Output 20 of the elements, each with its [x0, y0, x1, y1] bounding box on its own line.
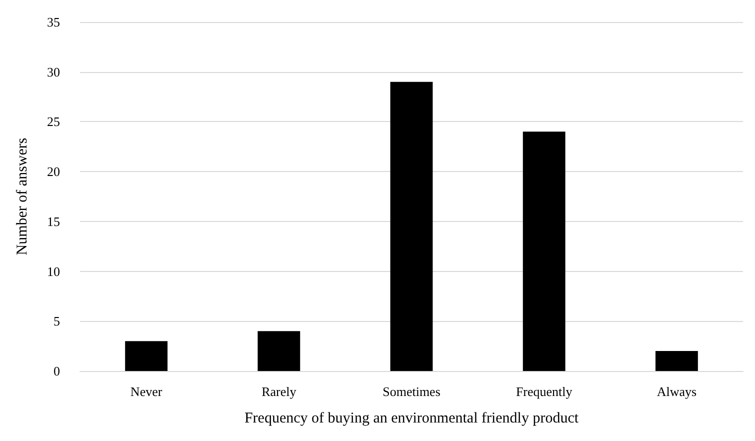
bar	[655, 351, 698, 371]
x-tick-label: Sometimes	[382, 384, 440, 399]
x-tick-label: Always	[656, 384, 697, 399]
bar	[258, 331, 300, 371]
x-tick-label: Never	[130, 384, 163, 399]
y-tick-label: 35	[47, 14, 60, 30]
y-tick-label: 0	[54, 364, 60, 378]
y-tick-label: 25	[47, 114, 60, 130]
bar	[522, 132, 566, 371]
y-tick-label: 20	[47, 164, 60, 180]
x-tick-label: Rarely	[262, 384, 297, 399]
y-tick-label: 5	[54, 314, 60, 329]
y-axis-title: Number of answers	[14, 138, 30, 256]
y-tick-label: 15	[47, 214, 60, 229]
bar	[390, 82, 433, 371]
y-tick-label: 30	[47, 64, 60, 80]
x-tick-label: Frequently	[516, 384, 573, 399]
y-tick-label: 10	[47, 264, 60, 279]
x-axis-title: Frequency of buying an environmental friendly product	[244, 410, 580, 426]
bar	[125, 341, 168, 371]
